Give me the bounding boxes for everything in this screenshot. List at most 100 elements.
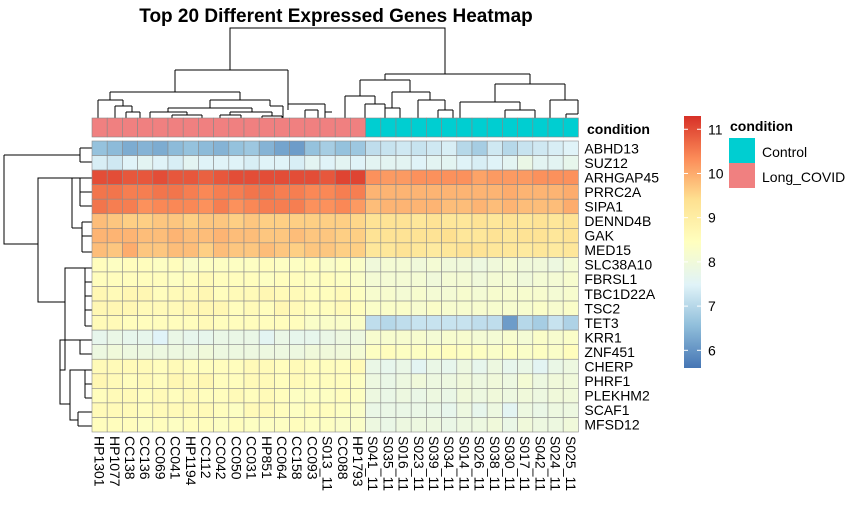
annotation-cell <box>182 117 199 138</box>
heatmap-cell <box>350 344 366 360</box>
colorbar-tick-label: 6 <box>708 342 716 358</box>
heatmap-cell <box>319 184 336 200</box>
heatmap-cell <box>562 315 579 331</box>
heatmap-cell <box>289 358 306 375</box>
heatmap-cell <box>289 198 306 215</box>
heatmap-cell <box>319 286 336 302</box>
heatmap-cell <box>365 257 382 273</box>
column-label: CC093 <box>304 436 320 480</box>
heatmap-cell <box>152 155 169 171</box>
chart-title: Top 20 Different Expressed Genes Heatmap <box>139 6 533 27</box>
column-labels: HP1301 HP1077 CC138 CC136 CC069 CC041 HP1194 CC… <box>92 436 579 491</box>
heatmap-cell <box>91 344 108 360</box>
heatmap-cell <box>137 402 154 418</box>
heatmap-cell <box>547 344 564 360</box>
heatmap-cell <box>547 155 564 171</box>
heatmap-cell <box>502 184 518 200</box>
heatmap-cell <box>228 169 245 185</box>
heatmap-cell <box>456 228 473 244</box>
heatmap-cell <box>517 315 534 331</box>
heatmap-cell <box>547 184 564 200</box>
heatmap-cell <box>182 417 199 433</box>
heatmap-cell <box>289 344 306 360</box>
heatmap-cell <box>198 329 214 345</box>
heatmap-cell <box>243 388 260 404</box>
heatmap-cell <box>213 155 230 171</box>
column-label: CC112 <box>198 436 214 479</box>
heatmap-cell <box>471 169 488 185</box>
heatmap-cell <box>395 402 412 418</box>
heatmap-cell <box>258 213 275 229</box>
heatmap-cell <box>167 315 184 331</box>
heatmap-cell <box>167 228 184 244</box>
heatmap-cell <box>258 140 275 156</box>
heatmap-cell <box>350 184 366 200</box>
annotation-cell <box>410 117 427 138</box>
heatmap-cell <box>441 213 458 229</box>
row-labels: ABHD13SUZ12ARHGAP45PRRC2ASIPA1DENND4BGAK… <box>584 140 659 432</box>
heatmap-cell <box>471 257 488 273</box>
heatmap-cell <box>198 228 214 244</box>
heatmap-cell <box>532 228 549 244</box>
heatmap-cell <box>410 228 427 244</box>
heatmap-cell <box>365 388 382 404</box>
heatmap-cell <box>410 140 427 156</box>
heatmap-cell <box>517 155 534 171</box>
heatmap-cell <box>532 300 549 316</box>
heatmap-cell <box>167 402 184 418</box>
heatmap-cell <box>502 228 518 244</box>
heatmap-cell <box>91 228 108 244</box>
heatmap-cell <box>289 155 306 171</box>
heatmap-cell <box>137 388 154 404</box>
heatmap-cell <box>395 358 412 375</box>
column-label: HP1301 <box>92 436 108 487</box>
heatmap-cell <box>91 329 108 345</box>
heatmap-cell <box>304 388 321 404</box>
heatmap-cell <box>167 242 184 258</box>
heatmap-cell <box>167 271 184 287</box>
heatmap-cell <box>380 373 397 389</box>
heatmap-cell <box>122 300 138 316</box>
heatmap-cell <box>228 417 245 433</box>
heatmap-cell <box>182 358 199 375</box>
heatmap-cell <box>198 388 214 404</box>
heatmap-cell <box>365 169 382 185</box>
annotation-cell <box>547 117 564 138</box>
row-label: ARHGAP45 <box>584 169 659 185</box>
heatmap-cell <box>395 315 412 331</box>
heatmap-cell <box>350 417 366 433</box>
heatmap-cell <box>532 417 549 433</box>
heatmap-cell <box>182 184 199 200</box>
heatmap-cell <box>456 242 473 258</box>
heatmap-cell <box>137 169 154 185</box>
column-label: S030_11 <box>502 436 518 491</box>
heatmap-cell <box>562 257 579 273</box>
heatmap-cell <box>502 358 518 375</box>
heatmap-cell <box>426 257 442 273</box>
heatmap-cell <box>517 388 534 404</box>
heatmap-cell <box>258 417 275 433</box>
annotation-cell <box>350 117 366 138</box>
heatmap-cell <box>243 315 260 331</box>
column-label: HP1194 <box>183 436 199 486</box>
heatmap-cell <box>517 329 534 345</box>
heatmap-cell <box>182 271 199 287</box>
row-label: PLEKHM2 <box>584 388 650 404</box>
heatmap-cell <box>198 300 214 316</box>
heatmap-cell <box>91 315 108 331</box>
heatmap-cell <box>198 155 214 171</box>
heatmap-cell <box>258 286 275 302</box>
heatmap-cell <box>441 228 458 244</box>
heatmap-cell <box>562 300 579 316</box>
heatmap-cell <box>213 257 230 273</box>
heatmap-cell <box>182 198 199 215</box>
colorbar-tick-label: 11 <box>708 121 723 137</box>
heatmap-cell <box>517 373 534 389</box>
heatmap-cell <box>304 140 321 156</box>
heatmap-cell <box>380 358 397 375</box>
heatmap-cell <box>471 373 488 389</box>
heatmap-cell <box>471 228 488 244</box>
heatmap-cell <box>532 315 549 331</box>
heatmap-cell <box>350 358 366 375</box>
heatmap-cell <box>122 286 138 302</box>
